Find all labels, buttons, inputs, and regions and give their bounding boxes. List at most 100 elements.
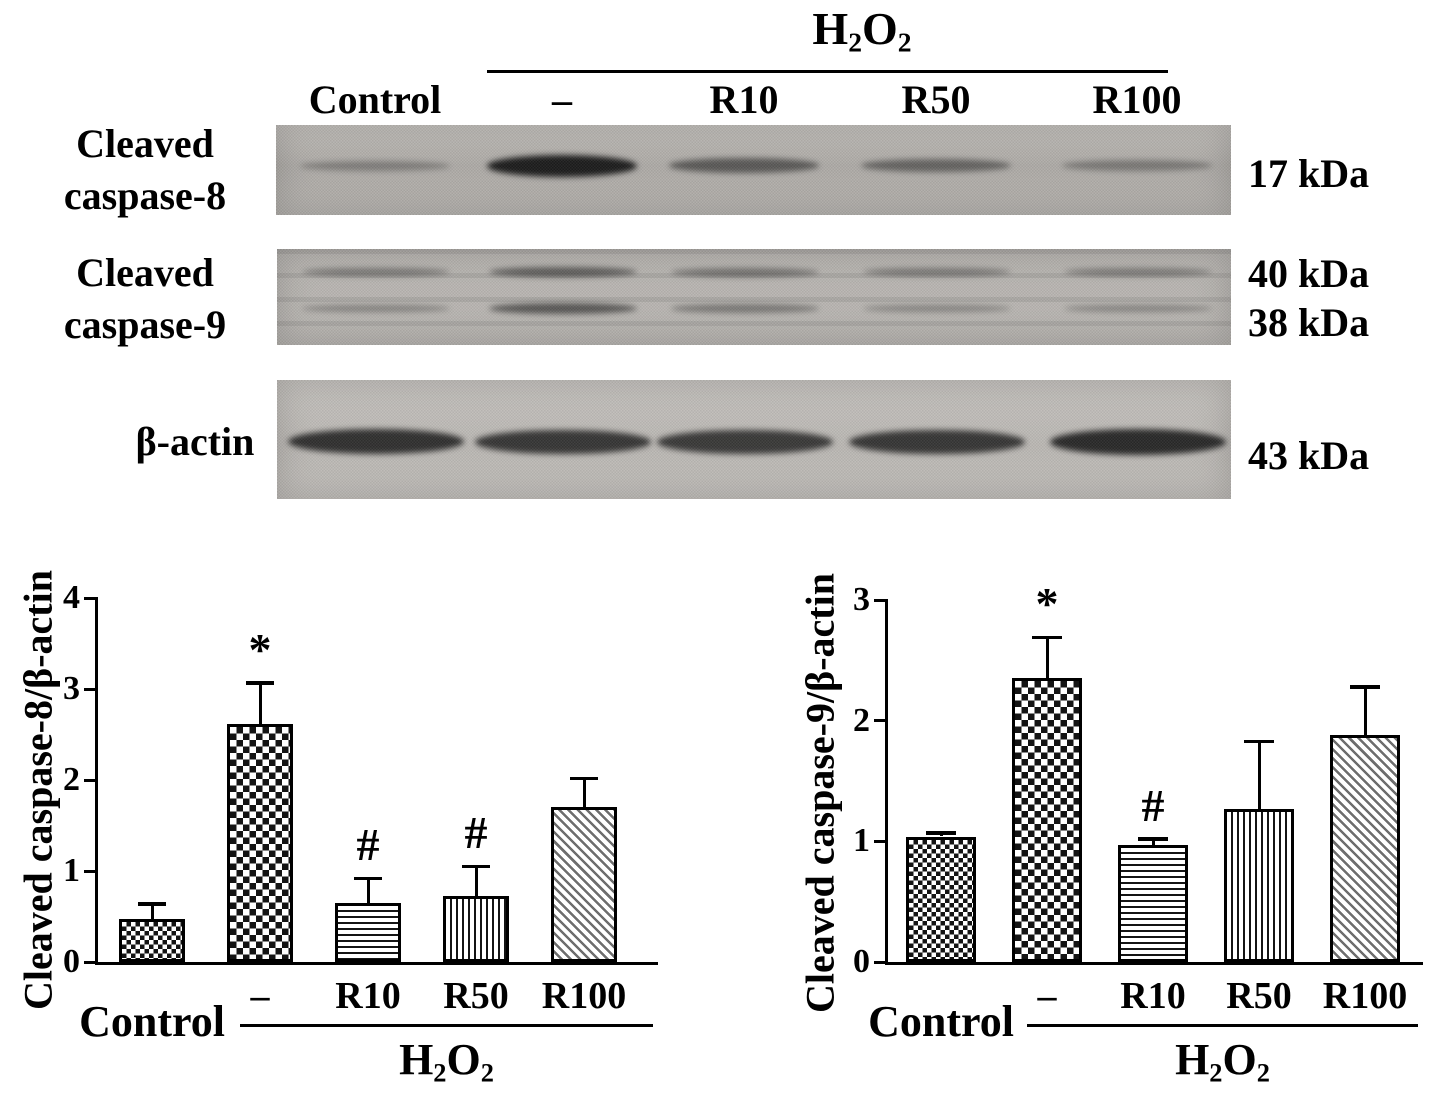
error-cap-r100 [1350, 685, 1380, 689]
cleaved-caspase-9-band1-lane2 [489, 266, 637, 278]
subscript-two: 2 [897, 26, 912, 58]
x-label-r50: R50 [443, 975, 509, 1017]
cleaved-caspase-9-band2-lane5 [1064, 304, 1212, 313]
h2o2-group-label: H2O2 [1175, 1034, 1270, 1088]
subscript-two: 2 [480, 1057, 494, 1088]
bar-h2o2-alone [1012, 678, 1082, 962]
y-tick-label-3: 3 [63, 670, 80, 707]
significance-marker-r10: # [356, 819, 380, 871]
error-cap-control [138, 902, 166, 906]
left-chart-plot-area: 0 1 2 3 4 Control * – # R10 # R50 R100 H2O2 [63, 579, 658, 1087]
y-tick-mark-2 [874, 719, 888, 723]
kda-label-40: 40 kDa [1248, 251, 1370, 296]
error-cap-r50 [462, 864, 490, 869]
error-cap-r10 [354, 876, 382, 881]
error-bar-h2o2-alone [1045, 637, 1049, 679]
error-bar-control [150, 903, 154, 920]
error-cap-h2o2-alone [246, 681, 274, 685]
x-label-r50: R50 [1226, 975, 1292, 1017]
blot-beta-actin [277, 380, 1231, 499]
error-cap-control [926, 831, 956, 835]
y-tick-mark-0 [874, 960, 888, 964]
y-tick-label-1: 1 [63, 852, 80, 889]
h2o2-group-underline [1027, 1024, 1418, 1027]
subscript-two: 2 [848, 26, 862, 58]
bar-control [906, 836, 976, 962]
significance-marker-r50: # [464, 807, 488, 859]
element-symbol: O [862, 3, 898, 54]
cleaved-caspase-9-band1-lane5 [1064, 267, 1212, 277]
significance-marker-r10: # [1141, 779, 1165, 831]
x-label-r100: R100 [541, 975, 627, 1017]
beta-actin-band1-lane1 [288, 429, 464, 455]
cleaved-caspase-8-band1-lane5 [1062, 160, 1212, 171]
y-tick-mark-1 [874, 839, 888, 843]
bar-control [119, 919, 185, 962]
y-tick-mark-3 [84, 687, 98, 691]
y-tick-label-0: 0 [853, 943, 870, 980]
y-tick-mark-4 [84, 596, 98, 600]
bar-r100 [551, 807, 617, 962]
y-tick-label-4: 4 [63, 579, 80, 616]
error-bar-r10 [366, 878, 370, 903]
beta-actin-band1-lane5 [1050, 428, 1226, 455]
cleaved-caspase-9-band2-lane3 [671, 304, 819, 313]
error-bar-r50 [1257, 741, 1261, 809]
lane-label-r100: R100 [1092, 77, 1182, 122]
row-label-line: Cleaved [76, 121, 214, 166]
subscript-two: 2 [433, 1057, 447, 1088]
element-symbol: O [446, 1035, 481, 1084]
bar-r50 [1224, 808, 1294, 962]
cleaved-caspase-8-band1-lane3 [669, 158, 819, 173]
x-label-h2o2-alone: – [1037, 975, 1057, 1017]
y-tick-label-3: 3 [853, 581, 870, 618]
row-label-beta-actin: β-actin [75, 416, 315, 468]
y-tick-label-2: 2 [853, 701, 870, 739]
kda-label-38: 38 kDa [1248, 300, 1370, 345]
y-tick-mark-0 [84, 960, 98, 964]
error-bar-r10 [1151, 838, 1155, 845]
significance-marker-h2o2-alone: * [1035, 578, 1059, 630]
lane-label-r10: R10 [709, 77, 779, 122]
cleaved-caspase-9-band2-lane1 [302, 304, 450, 313]
error-bar-r50 [474, 866, 478, 897]
beta-actin-band1-lane3 [657, 429, 833, 455]
blot-cleaved-caspase-8 [276, 125, 1231, 215]
row-label-line: caspase-9 [63, 302, 227, 347]
y-tick-label-0: 0 [63, 943, 80, 980]
cleaved-caspase-9-band1-lane4 [863, 267, 1011, 277]
bar-r10 [1118, 844, 1188, 962]
x-label-r10: R10 [335, 975, 401, 1017]
cleaved-caspase-9-band2-lane2 [489, 303, 637, 314]
error-cap-r50 [1244, 739, 1274, 744]
error-cap-h2o2-alone [1032, 635, 1062, 640]
subscript-two: 2 [1209, 1057, 1223, 1088]
bar-r50 [443, 896, 509, 962]
beta-actin-band1-lane2 [475, 429, 651, 455]
beta-actin-band1-lane4 [849, 429, 1025, 455]
y-tick-mark-3 [874, 598, 888, 602]
lane-label-h2o2-alone: – [552, 77, 572, 122]
cleaved-caspase-9-band1-lane3 [671, 267, 819, 277]
x-label-h2o2-alone: – [250, 975, 270, 1017]
x-label-r100: R100 [1322, 975, 1408, 1017]
y-tick-label-2: 2 [63, 761, 80, 798]
bar-r10 [335, 902, 401, 962]
cleaved-caspase-9-band1-lane1 [302, 267, 450, 277]
error-bar-r100 [582, 778, 586, 808]
element-symbol: H [399, 1035, 434, 1084]
x-label-r10: R10 [1120, 975, 1186, 1017]
bar-h2o2-alone [227, 723, 293, 962]
x-label-control: Control [868, 997, 1014, 1046]
element-symbol: H [812, 3, 849, 54]
h2o2-group-underline [240, 1024, 653, 1027]
y-tick-label-1: 1 [853, 822, 870, 860]
element-symbol: H [1175, 1035, 1210, 1084]
error-bar-r100 [1363, 686, 1367, 736]
element-symbol: O [1222, 1035, 1257, 1084]
row-label-cleaved-caspase-9: Cleaved caspase-9 [25, 247, 265, 351]
error-bar-h2o2-alone [258, 682, 262, 724]
subscript-two: 2 [1256, 1057, 1270, 1088]
kda-label-43: 43 kDa [1248, 433, 1370, 478]
